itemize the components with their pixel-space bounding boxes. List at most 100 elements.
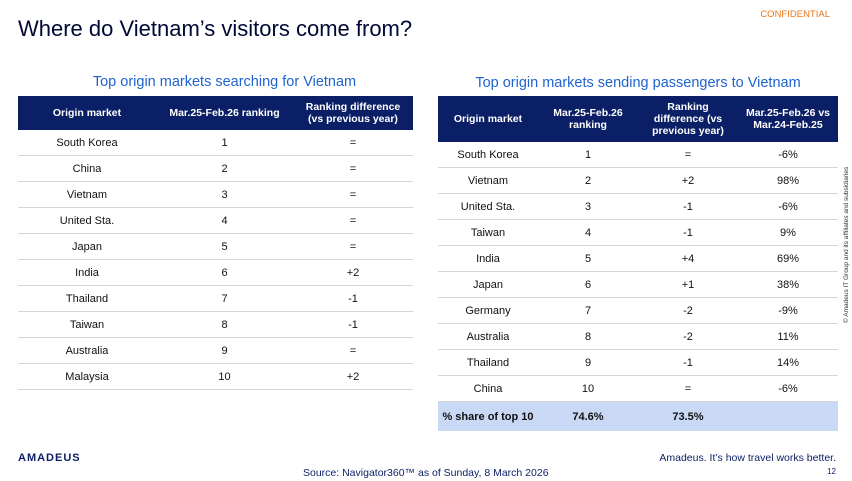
table-cell: 9 [538, 349, 638, 376]
header-cell: Ranking difference (vs previous year) [638, 96, 738, 142]
table-row: India 5 +4 69% [438, 245, 838, 272]
table-cell: 8 [538, 323, 638, 350]
table-cell: -6% [738, 375, 838, 402]
search-table: Origin market Mar.25-Feb.26 ranking Rankin… [18, 96, 413, 390]
table-cell: 14% [738, 349, 838, 376]
table-cell: China [438, 375, 538, 402]
logo: amadeus [18, 452, 81, 464]
table-row: Vietnam 3 = [18, 181, 413, 208]
table-cell: Germany [438, 297, 538, 324]
table-cell: 9% [738, 219, 838, 246]
table-title: Top origin markets sending passengers to… [475, 75, 801, 91]
table-cell: 98% [738, 167, 838, 194]
table-cell: 11% [738, 323, 838, 350]
table-row: Malaysia 10 +2 [18, 363, 413, 390]
table-cell: India [18, 259, 156, 286]
table-row: Thailand 9 -1 14% [438, 349, 838, 376]
table-row: Australia 9 = [18, 337, 413, 364]
header-cell: Mar.25-Feb.26 ranking [538, 96, 638, 142]
header-row: Origin market Mar.25-Feb.26 ranking Rankin… [18, 96, 413, 130]
page-number: 12 [827, 467, 836, 476]
table-cell: 4 [538, 219, 638, 246]
table-cell: 7 [538, 297, 638, 324]
table-cell: Vietnam [18, 181, 156, 208]
table-cell: +1 [638, 271, 738, 298]
table-cell: United Sta. [438, 193, 538, 220]
table-cell: 8 [156, 311, 293, 338]
table-cell: = [638, 375, 738, 402]
table-cell: 10 [156, 363, 293, 390]
table-cell: South Korea [18, 130, 156, 156]
table-row: Taiwan 4 -1 9% [438, 219, 838, 246]
table-row: Thailand 7 -1 [18, 285, 413, 312]
table-cell: 3 [156, 181, 293, 208]
table-row: Japan 6 +1 38% [438, 271, 838, 298]
table-row: Taiwan 8 -1 [18, 311, 413, 338]
footer-cell [738, 401, 838, 431]
tagline: Amadeus. It’s how travel works better. [659, 452, 836, 464]
footer-cell: 73.5% [638, 401, 738, 431]
table-cell: 4 [156, 207, 293, 234]
table-cell: = [293, 337, 413, 364]
table-cell: 6 [538, 271, 638, 298]
header-cell: Mar.25-Feb.26 vs Mar.24-Feb.25 [738, 96, 838, 142]
confidential-label: CONFIDENTIAL [760, 9, 830, 20]
table-cell: China [18, 155, 156, 182]
table-cell: 6 [156, 259, 293, 286]
table-row: China 10 = -6% [438, 375, 838, 402]
table-cell: = [638, 142, 738, 168]
table-cell: 5 [156, 233, 293, 260]
header-row: Origin market Mar.25-Feb.26 ranking Rankin… [438, 96, 838, 142]
header-cell: Origin market [438, 96, 538, 142]
table-cell: = [293, 207, 413, 234]
table-cell: Australia [438, 323, 538, 350]
table-cell: +2 [638, 167, 738, 194]
table-cell: 2 [156, 155, 293, 182]
table-cell: 38% [738, 271, 838, 298]
table-row: Germany 7 -2 -9% [438, 297, 838, 324]
table-cell: 2 [538, 167, 638, 194]
table-cell: -2 [638, 297, 738, 324]
table-cell: Thailand [18, 285, 156, 312]
table-cell: Vietnam [438, 167, 538, 194]
table-row: South Korea 1 = -6% [438, 142, 838, 168]
table-cell: South Korea [438, 142, 538, 168]
table-cell: Taiwan [18, 311, 156, 338]
table-cell: +4 [638, 245, 738, 272]
table-row: Vietnam 2 +2 98% [438, 167, 838, 194]
table-cell: Japan [438, 271, 538, 298]
header-cell: Ranking difference (vs previous year) [293, 96, 413, 130]
table-cell: -1 [293, 311, 413, 338]
table-cell: = [293, 181, 413, 208]
table-cell: = [293, 130, 413, 156]
table-cell: -9% [738, 297, 838, 324]
table-cell: United Sta. [18, 207, 156, 234]
table-cell: 1 [156, 130, 293, 156]
table-cell: -1 [638, 193, 738, 220]
table-cell: 3 [538, 193, 638, 220]
table-row: United Sta. 3 -1 -6% [438, 193, 838, 220]
table-row: South Korea 1 = [18, 130, 413, 156]
footer-row: % share of top 10 74.6% 73.5% [438, 401, 838, 431]
table-cell: 69% [738, 245, 838, 272]
table-cell: +2 [293, 363, 413, 390]
footer-cell: 74.6% [538, 401, 638, 431]
table-row: China 2 = [18, 155, 413, 182]
table-cell: -1 [638, 219, 738, 246]
table-cell: Japan [18, 233, 156, 260]
table-cell: 7 [156, 285, 293, 312]
table-row: India 6 +2 [18, 259, 413, 286]
table-cell: Australia [18, 337, 156, 364]
header-cell: Mar.25-Feb.26 ranking [156, 96, 293, 130]
table-cell: 10 [538, 375, 638, 402]
table-cell: -6% [738, 142, 838, 168]
footer-cell: % share of top 10 [438, 401, 538, 431]
table-row: Japan 5 = [18, 233, 413, 260]
table-cell: 1 [538, 142, 638, 168]
table-cell: +2 [293, 259, 413, 286]
table-cell: Malaysia [18, 363, 156, 390]
source-note: Source: Navigator360™ as of Sunday, 8 Ma… [303, 467, 549, 479]
table-cell: -2 [638, 323, 738, 350]
table-cell: India [438, 245, 538, 272]
